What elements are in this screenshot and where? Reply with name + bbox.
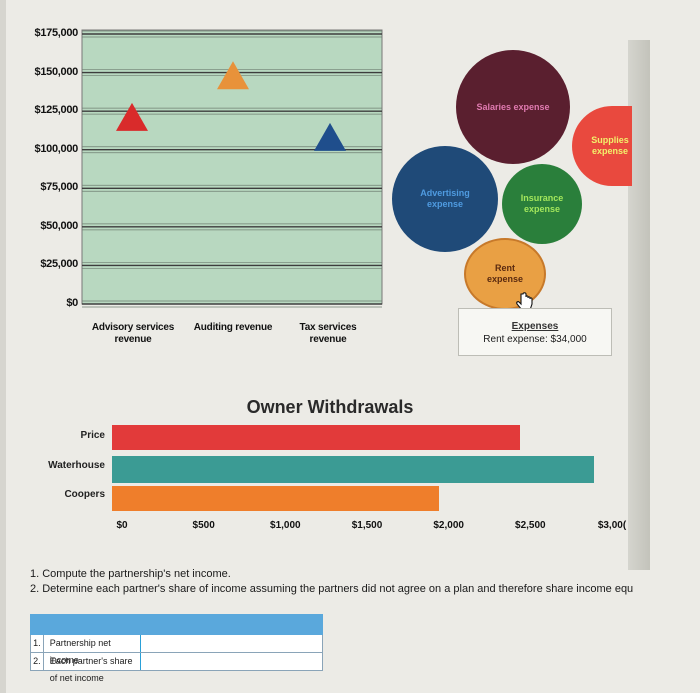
row-number: 2. — [31, 653, 44, 670]
x-tick-label: $2,500 — [515, 520, 546, 531]
x-tick-label: $3,00( — [597, 520, 627, 531]
x-category-label: Auditing revenue — [193, 322, 273, 333]
tooltip-title: Expenses — [511, 321, 559, 332]
answer-table-header — [30, 614, 323, 635]
revenue-chart-plot — [81, 29, 383, 308]
y-tick-label: $125,000 — [34, 104, 79, 117]
row-number: 1. — [31, 635, 44, 652]
bar-price[interactable] — [112, 425, 521, 450]
x-tick-label: $1,000 — [270, 520, 301, 531]
table-row: 2. Each partner's share of net income — [30, 653, 323, 683]
bar-category-label: Waterhouse — [48, 460, 105, 471]
answer-table: 1. Partnership net income 2. Each partne… — [30, 614, 323, 683]
triangle-marker[interactable] — [217, 61, 249, 90]
table-row: 1. Partnership net income — [30, 635, 323, 665]
bubble-supplies-expense[interactable]: Supplies expense — [572, 106, 632, 186]
partner-share-input[interactable] — [141, 653, 322, 670]
net-income-input[interactable] — [141, 635, 322, 652]
question-1: 1. Compute the partnership's net income. — [30, 568, 231, 580]
x-tick-label: $500 — [192, 520, 215, 531]
hand-cursor-icon — [516, 292, 533, 311]
y-tick-label: $150,000 — [34, 65, 79, 78]
x-tick-label: $1,500 — [351, 520, 383, 531]
bar-category-label: Price — [80, 430, 105, 441]
bubble-advertising-expense[interactable]: Advertising expense — [392, 146, 498, 252]
tooltip-text: Rent expense: $34,000 — [483, 334, 587, 345]
y-tick-label: $25,000 — [40, 258, 78, 271]
triangle-marker[interactable] — [116, 102, 148, 131]
x-category-label: Tax services revenue — [299, 322, 357, 345]
question-2: 2. Determine each partner's share of inc… — [30, 583, 634, 595]
bar-waterhouse[interactable] — [112, 456, 594, 483]
chart-title: Owner Withdrawals — [246, 397, 414, 417]
bar-category-label: Coopers — [64, 489, 105, 500]
page-shadow — [628, 40, 650, 570]
bar-coopers[interactable] — [112, 486, 439, 511]
x-tick-label: $0 — [116, 520, 128, 531]
row-label: Partnership net income — [44, 635, 141, 665]
bubble-tooltip: Expenses Rent expense: $34,000 — [458, 308, 612, 356]
x-category-label: Advisory services revenue — [91, 322, 175, 345]
y-tick-label: $50,000 — [40, 219, 78, 232]
y-tick-label: $100,000 — [34, 142, 79, 155]
x-tick-label: $2,000 — [433, 520, 464, 531]
y-tick-label: $0 — [66, 297, 78, 309]
row-label: Each partner's share of net income — [44, 653, 141, 683]
page-edge — [0, 0, 6, 693]
y-tick-label: $175,000 — [34, 27, 79, 39]
bubble-salaries-expense[interactable]: Salaries expense — [456, 50, 570, 164]
y-tick-label: $75,000 — [40, 181, 78, 194]
triangle-marker[interactable] — [314, 122, 346, 151]
bubble-insurance-expense[interactable]: Insurance expense — [502, 164, 582, 244]
